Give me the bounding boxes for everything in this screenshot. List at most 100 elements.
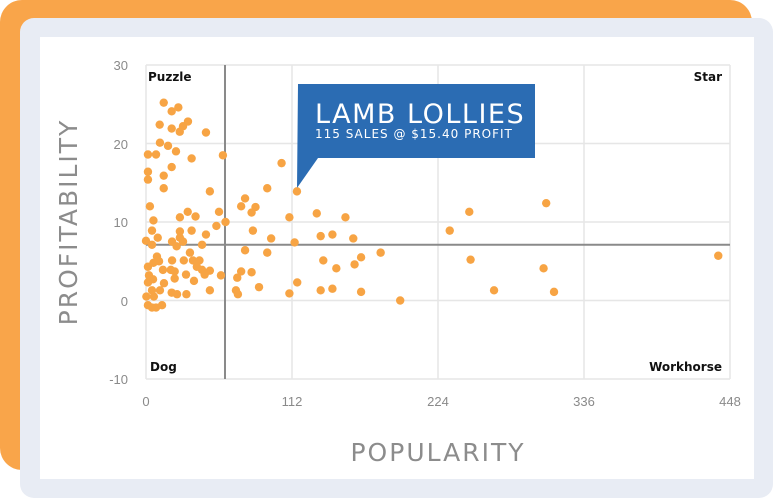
data-point [395,296,405,305]
data-point [376,248,385,257]
data-point [350,260,359,269]
data-point [465,207,474,216]
data-points [141,98,723,312]
data-point [189,276,199,286]
data-point [188,256,198,265]
data-point [151,150,161,159]
annotation-callout: LAMB LOLLIES 115 SALES @ $15.40 PROFIT [297,84,535,188]
data-point [185,248,195,257]
data-point [233,273,242,282]
quadrant-label-dog: Dog [150,360,177,374]
x-tick-label: 448 [719,394,741,409]
data-point [221,217,230,227]
data-point [167,107,176,116]
data-point [158,265,168,275]
data-point [263,248,272,257]
data-point [155,138,165,147]
data-point [170,267,179,276]
data-point [285,213,294,222]
data-point [172,290,182,299]
data-point [466,255,475,264]
data-point [201,230,211,239]
x-tick-label: 336 [573,394,595,409]
callout-subtitle: 115 SALES @ $15.40 PROFIT [315,127,513,141]
data-point [236,267,246,276]
data-point [247,208,256,217]
data-point [170,274,179,283]
data-point [200,270,209,279]
data-point [212,221,221,231]
data-point [159,279,169,288]
data-point [205,187,215,196]
data-point [154,257,164,266]
data-point [143,150,153,159]
data-point [319,256,328,265]
data-point [171,147,181,156]
data-point [182,290,191,299]
data-point [179,256,189,265]
data-point [539,264,548,273]
data-point [218,151,228,160]
data-point [143,167,153,176]
data-point [187,154,196,163]
data-point [293,278,302,287]
data-point [183,117,193,126]
data-point [147,226,157,235]
quadrant-label-puzzle: Puzzle [148,70,192,84]
callout-box [297,84,535,188]
y-tick-label: -10 [109,372,128,387]
data-point [175,213,185,222]
data-point [240,194,250,203]
data-point [292,187,302,196]
data-point [159,98,168,107]
data-point [248,226,258,235]
data-point [191,212,200,221]
data-point [263,184,272,193]
data-point [277,158,286,168]
data-point [163,141,173,151]
data-point [316,286,325,295]
data-point [153,233,162,242]
data-point [714,251,723,260]
data-point [216,271,226,280]
data-point [341,213,350,222]
data-point [312,209,321,218]
data-point [332,264,341,273]
data-point [356,287,366,297]
data-point [145,202,155,211]
data-point [167,124,176,133]
data-point [356,253,366,262]
data-point [167,162,176,172]
data-point [159,184,168,193]
data-point [328,230,337,239]
data-point [149,216,158,225]
y-tick-label: 20 [114,137,128,152]
data-point [201,128,211,137]
data-point [141,236,151,246]
data-point [183,207,192,216]
data-point [328,284,337,293]
data-point [233,290,243,299]
x-tick-label: 0 [142,394,149,409]
data-point [214,207,224,216]
data-point [155,120,164,129]
quadrant-label-workhorse: Workhorse [649,360,722,374]
data-point [167,256,177,265]
data-point [187,226,196,235]
data-point [290,238,299,247]
data-point [195,256,204,265]
data-point [159,171,168,180]
data-point [236,202,246,211]
data-point [147,240,157,249]
data-point [157,301,167,310]
data-point [197,240,207,249]
data-point [149,292,159,301]
data-point [205,286,215,295]
tick-labels: 30 20 10 0 -10 0 112 224 336 448 [109,58,741,409]
data-point [143,175,153,184]
data-point [266,234,276,243]
y-tick-label: 0 [121,294,128,309]
data-point [541,198,551,208]
x-axis-title: POPULARITY [350,438,525,467]
data-point [175,227,185,236]
